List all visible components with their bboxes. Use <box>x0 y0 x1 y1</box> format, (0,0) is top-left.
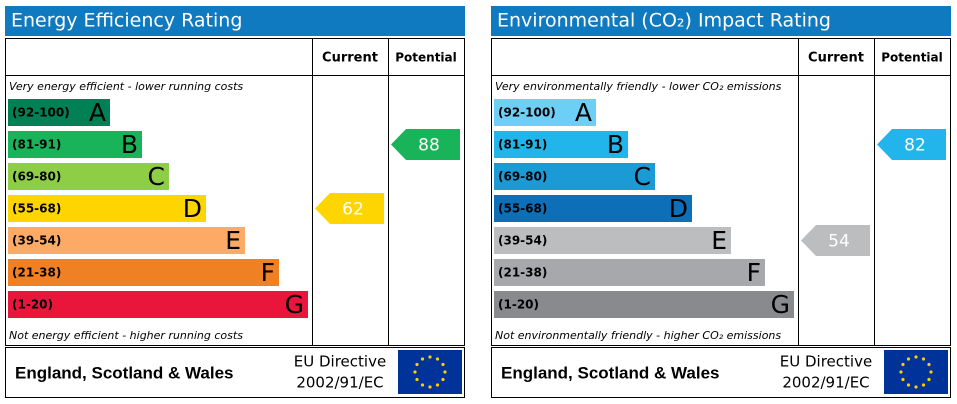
eu-star <box>901 362 905 367</box>
eu-star <box>435 357 440 361</box>
potential-value: 88 <box>418 136 440 156</box>
eu-star <box>420 357 425 361</box>
top-note: Very environmentally friendly - lower CO… <box>495 80 782 93</box>
header-potential: Potential <box>395 51 457 65</box>
footer-directive: EU Directive <box>780 353 872 371</box>
footer-directive: 2002/91/EC <box>782 374 869 392</box>
rating-band <box>494 195 692 222</box>
potential-value: 82 <box>904 136 926 156</box>
eu-star <box>914 385 918 389</box>
eu-star <box>428 385 432 389</box>
panel-title: Energy Efficiency Rating <box>11 10 242 32</box>
band-range: (39-54) <box>12 234 61 248</box>
current-arrow <box>801 225 870 256</box>
band-letter: B <box>121 130 138 159</box>
rating-band <box>8 163 169 190</box>
band-range: (81-91) <box>498 138 547 152</box>
panel-title: Environmental (CO₂) Impact Rating <box>497 10 831 32</box>
current-value: 62 <box>342 200 364 220</box>
band-letter: C <box>148 162 165 191</box>
band-range: (1-20) <box>12 298 53 312</box>
band-letter: A <box>89 98 106 127</box>
band-letter: F <box>747 258 761 287</box>
eu-star <box>443 370 447 374</box>
footer-box <box>5 347 465 398</box>
rating-band <box>494 99 596 126</box>
eu-star <box>901 377 905 382</box>
eu-star <box>899 370 903 374</box>
band-letter: B <box>607 130 624 159</box>
band-letter: D <box>183 194 202 223</box>
band-letter: G <box>285 290 304 319</box>
rating-band <box>494 259 765 286</box>
eu-star <box>435 383 440 387</box>
band-letter: A <box>575 98 592 127</box>
eu-star <box>441 362 445 367</box>
band-range: (92-100) <box>12 106 70 120</box>
rating-band <box>8 99 110 126</box>
footer-box <box>491 347 951 398</box>
current-value: 54 <box>828 232 850 252</box>
band-range: (21-38) <box>498 266 547 280</box>
rating-box <box>491 38 951 346</box>
eu-star <box>906 357 911 361</box>
title-bar <box>491 6 951 36</box>
header-current: Current <box>322 51 378 66</box>
bottom-note: Not environmentally friendly - higher CO… <box>495 329 781 342</box>
eu-star <box>921 383 926 387</box>
rating-box <box>5 38 465 346</box>
header-current: Current <box>808 51 864 66</box>
band-range: (92-100) <box>498 106 556 120</box>
band-range: (55-68) <box>498 202 547 216</box>
eu-star <box>415 362 419 367</box>
band-letter: E <box>225 226 241 255</box>
rating-band <box>8 131 142 158</box>
eu-star <box>927 377 931 382</box>
header-potential: Potential <box>881 51 943 65</box>
rating-band <box>494 163 655 190</box>
band-range: (39-54) <box>498 234 547 248</box>
band-range: (69-80) <box>498 170 547 184</box>
rating-panel: Environmental (CO₂) Impact Rating Current… <box>491 6 951 398</box>
eu-star <box>927 362 931 367</box>
eu-star <box>914 355 918 359</box>
eu-star <box>415 377 419 382</box>
band-letter: C <box>634 162 651 191</box>
potential-arrow <box>877 129 946 160</box>
band-letter: G <box>771 290 790 319</box>
title-bar <box>5 6 465 36</box>
rating-panel: Energy Efficiency Rating Current Potential… <box>5 6 465 398</box>
band-range: (55-68) <box>12 202 61 216</box>
rating-band <box>8 291 308 318</box>
rating-band <box>494 227 731 254</box>
top-note: Very energy efficient - lower running co… <box>9 80 243 93</box>
current-arrow <box>315 193 384 224</box>
footer-directive: 2002/91/EC <box>296 374 383 392</box>
band-range: (69-80) <box>12 170 61 184</box>
eu-star <box>906 383 911 387</box>
band-range: (81-91) <box>12 138 61 152</box>
eu-star <box>441 377 445 382</box>
eu-star <box>921 357 926 361</box>
rating-band <box>8 195 206 222</box>
band-range: (21-38) <box>12 266 61 280</box>
eu-star <box>929 370 933 374</box>
footer-region: England, Scotland & Wales <box>15 363 234 382</box>
rating-band <box>494 131 628 158</box>
band-letter: E <box>711 226 727 255</box>
rating-band <box>8 227 245 254</box>
band-range: (1-20) <box>498 298 539 312</box>
eu-star <box>420 383 425 387</box>
footer-directive: EU Directive <box>294 353 386 371</box>
potential-arrow <box>391 129 460 160</box>
bottom-note: Not energy efficient - higher running co… <box>9 329 243 342</box>
eu-star <box>428 355 432 359</box>
rating-band <box>494 291 794 318</box>
band-letter: D <box>669 194 688 223</box>
footer-region: England, Scotland & Wales <box>501 363 720 382</box>
band-letter: F <box>261 258 275 287</box>
rating-band <box>8 259 279 286</box>
eu-star <box>413 370 417 374</box>
